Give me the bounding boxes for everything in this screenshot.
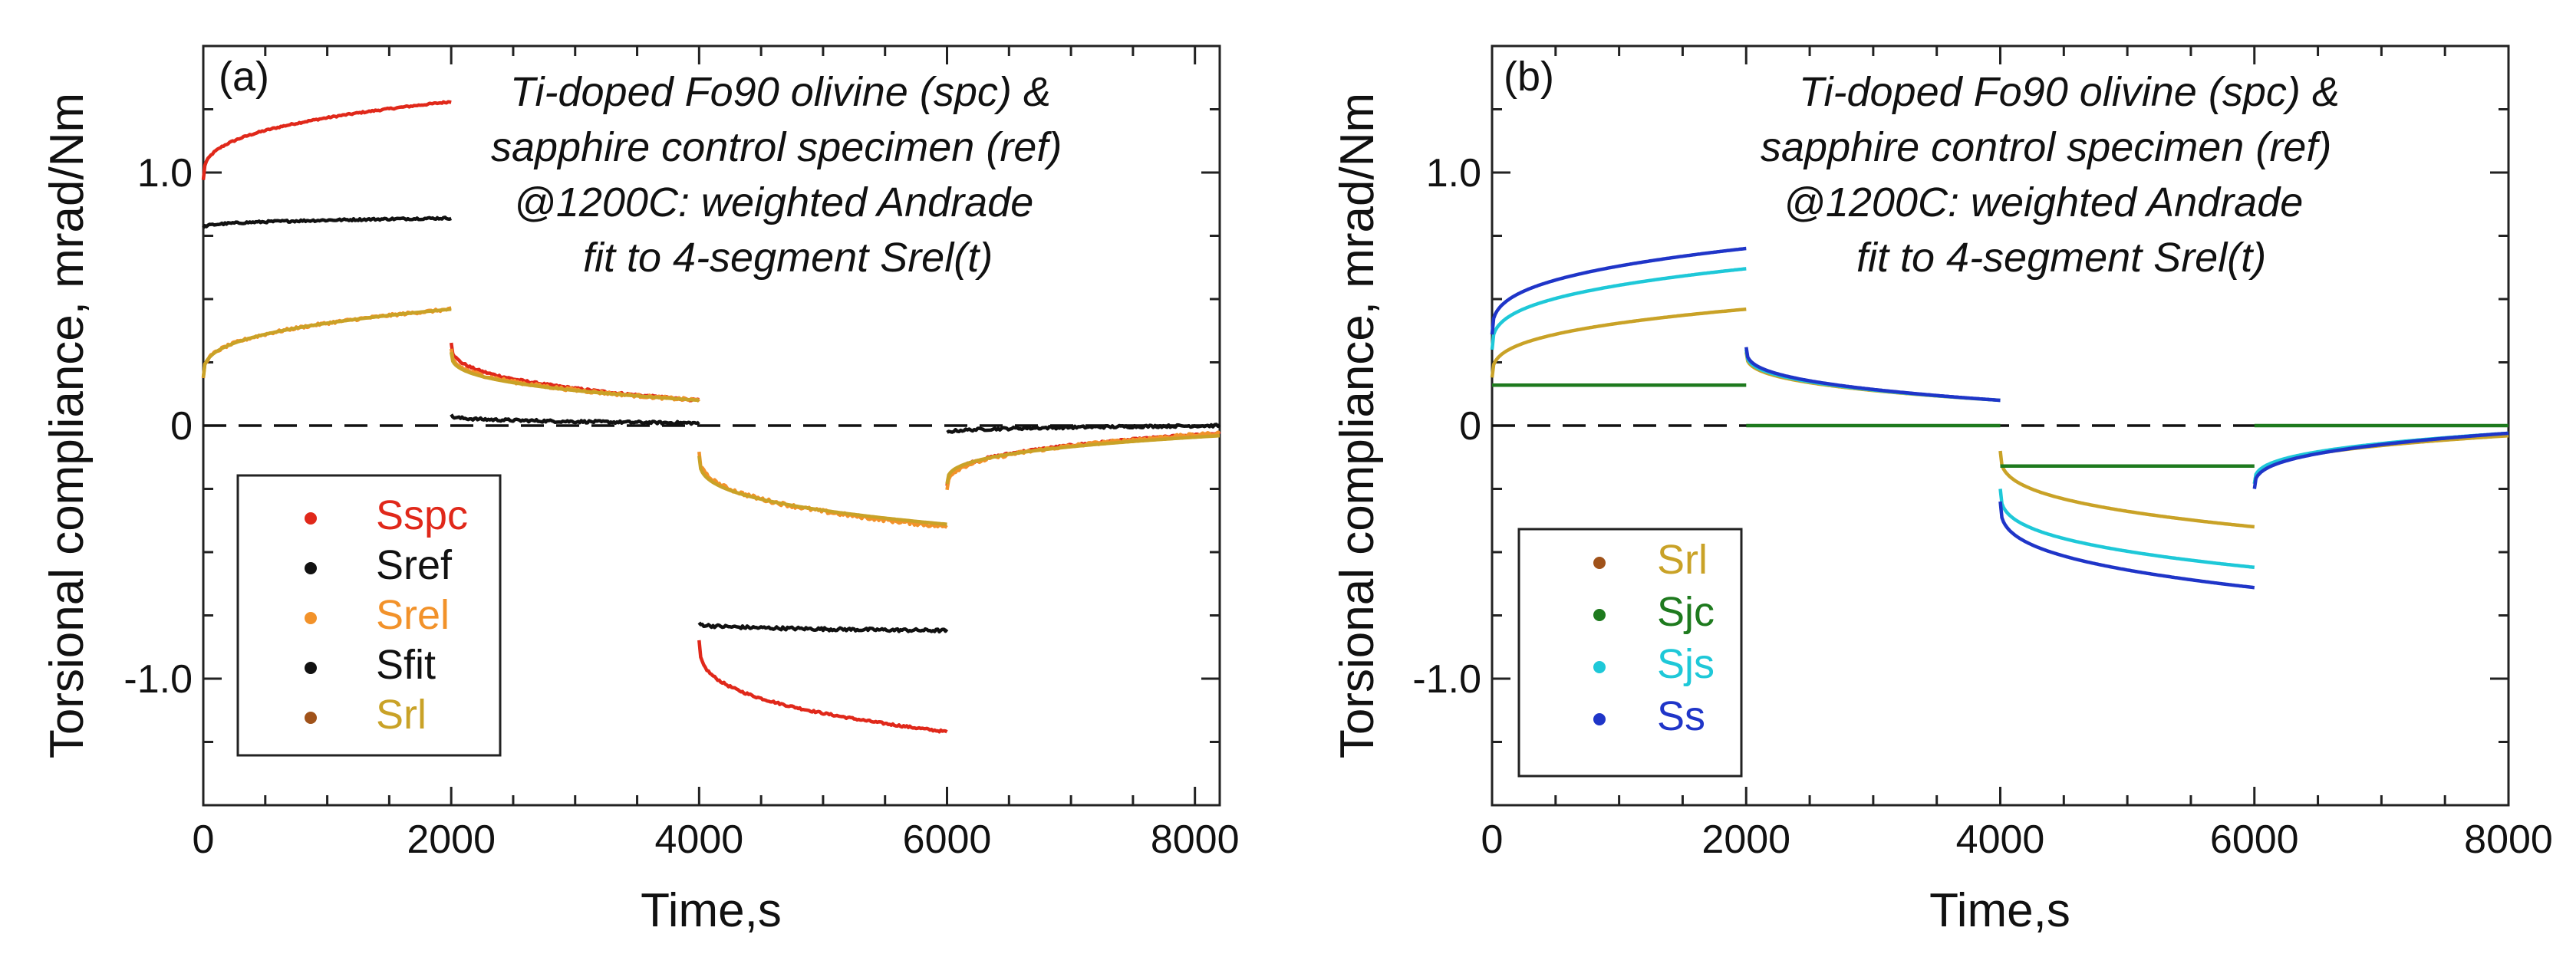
legend-entry-sjs: Sjs: [1593, 641, 1715, 687]
legend-marker: [1593, 713, 1606, 725]
legend-label: Srel: [376, 592, 450, 638]
y-tick-label: 0: [170, 404, 193, 449]
legend-marker: [305, 512, 317, 525]
x-tick-label: 0: [193, 817, 215, 862]
x-tick-label: 8000: [2464, 817, 2553, 862]
legend-marker: [305, 612, 317, 624]
x-tick-label: 4000: [1956, 817, 2045, 862]
y-tick-label: -1.0: [124, 657, 193, 702]
panel-b: 0 2000 4000 6000 8000 -1.0 0 1.0 (b) Ti-doped …: [1331, 44, 2553, 937]
series-segment: [201, 307, 452, 378]
series-segment: [945, 433, 1220, 485]
legend-entry-srel: Srel: [305, 592, 450, 638]
y-axis-title: Torsional compliance, mrad/Nm: [41, 93, 94, 758]
axis-ticks: [1491, 44, 2510, 807]
x-tick-label: 2000: [407, 817, 496, 862]
annotation-line-2: sapphire control specimen (ref): [491, 124, 1062, 170]
legend-marker: [305, 712, 317, 724]
legend-entry-sjc: Sjc: [1593, 589, 1715, 635]
y-tick-label: 1.0: [137, 151, 193, 196]
y-axis-title: Torsional compliance, mrad/Nm: [1331, 93, 1384, 758]
annotation-line-1: Ti-doped Fo90 olivine (spc) &: [510, 69, 1051, 115]
series-segment: [202, 215, 453, 229]
legend-label: Sjs: [1657, 641, 1715, 687]
annotation: Ti-doped Fo90 olivine (spc) & sapphire c…: [491, 69, 1062, 281]
series-layer: [201, 100, 1221, 734]
legend-label: Sjc: [1657, 589, 1715, 635]
y-tick-label: 1.0: [1426, 151, 1481, 196]
series-ss: [1490, 246, 2509, 590]
series-segment: [1490, 307, 1747, 378]
y-tick-labels: -1.0 0 1.0: [1412, 151, 1481, 702]
series-segment: [697, 456, 947, 526]
series-segment: [1998, 450, 2255, 529]
series-segment: [1490, 246, 1747, 335]
series-segment: [946, 423, 1221, 434]
annotation-line-3: @1200C: weighted Andrade: [514, 179, 1033, 225]
series-segment: [1998, 488, 2255, 570]
y-tick-label: -1.0: [1412, 657, 1481, 702]
series-segment: [1998, 501, 2255, 590]
series-segment: [697, 621, 949, 634]
legend-marker: [1593, 661, 1606, 673]
panel-label: (b): [1504, 54, 1554, 100]
series-sref: [202, 215, 1221, 634]
x-axis-title: Time,s: [1929, 884, 2070, 937]
annotation-line-4: fit to 4-segment Srel(t): [1856, 235, 2266, 281]
panel-label: (a): [219, 54, 269, 100]
y-tick-label: 0: [1459, 404, 1481, 449]
legend-entry-sfit: Sfit: [305, 642, 436, 688]
legend-marker: [305, 662, 317, 674]
series-segment: [2252, 431, 2509, 489]
x-tick-label: 2000: [1701, 817, 1790, 862]
y-tick-labels: -1.0 0 1.0: [124, 151, 193, 702]
panel-a: 0 2000 4000 6000 8000 -1.0 0 1.0 (a) Ti-doped …: [41, 44, 1240, 937]
series-segment: [697, 640, 948, 734]
legend-entry-sspc: Sspc: [305, 492, 468, 538]
legend-box: [1517, 528, 1743, 778]
x-tick-labels: 0 2000 4000 6000 8000: [1481, 817, 2553, 862]
x-tick-label: 4000: [654, 817, 743, 862]
legend: Srl Sjc Sjs Ss: [1593, 537, 1715, 739]
annotation-line-4: fit to 4-segment Srel(t): [583, 235, 993, 281]
x-tick-label: 6000: [2210, 817, 2299, 862]
legend-marker: [1593, 609, 1606, 621]
annotation: Ti-doped Fo90 olivine (spc) & sapphire c…: [1761, 69, 2340, 281]
series-segment: [201, 100, 452, 180]
series-segment: [1744, 347, 2001, 403]
legend-entry-srl: Srl: [305, 692, 427, 738]
legend-label: Srl: [376, 692, 427, 738]
x-tick-label: 8000: [1151, 817, 1240, 862]
annotation-line-3: @1200C: weighted Andrade: [1784, 179, 2303, 225]
series-segment: [449, 351, 700, 403]
legend-label: Ss: [1657, 693, 1705, 739]
series-segment: [450, 413, 700, 426]
x-tick-labels: 0 2000 4000 6000 8000: [193, 817, 1240, 862]
series-sjc: [1491, 383, 2509, 469]
series-srl: [201, 307, 1220, 526]
legend-entry-sref: Sref: [305, 542, 453, 588]
legend-label: Sfit: [376, 642, 436, 688]
legend-entry-srl: Srl: [1593, 537, 1708, 583]
legend-label: Sspc: [376, 492, 468, 538]
annotation-line-1: Ti-doped Fo90 olivine (spc) &: [1799, 69, 2340, 115]
legend-box: [236, 474, 502, 757]
legend-marker: [305, 562, 317, 574]
x-tick-label: 0: [1481, 817, 1504, 862]
legend-entry-ss: Ss: [1593, 693, 1705, 739]
x-axis-title: Time,s: [641, 884, 782, 937]
legend-label: Srl: [1657, 537, 1708, 583]
series-segment: [1490, 267, 1747, 350]
legend-label: Sref: [376, 542, 453, 588]
legend-marker: [1593, 557, 1606, 569]
series-layer: [1490, 246, 2509, 590]
annotation-line-2: sapphire control specimen (ref): [1761, 124, 2331, 170]
x-tick-label: 6000: [903, 817, 992, 862]
